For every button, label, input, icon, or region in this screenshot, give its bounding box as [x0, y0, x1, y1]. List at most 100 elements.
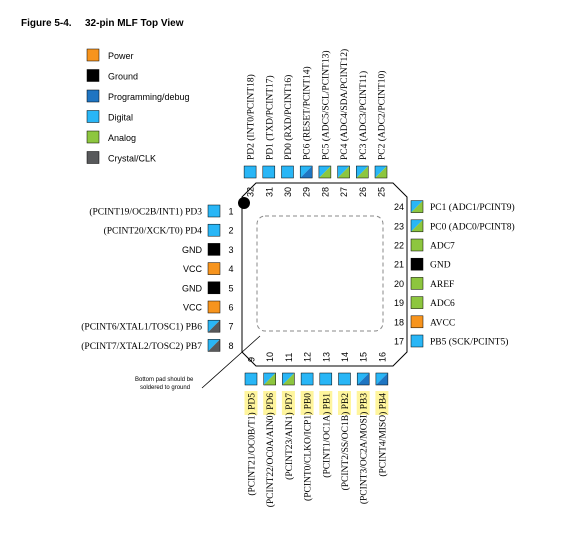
legend-label-ground: Ground	[108, 72, 138, 82]
pin-9: 9 (PCINT21/OC0B/T1) PD5	[244, 357, 258, 496]
pin-20-marker	[410, 277, 424, 290]
note-leader-line	[201, 335, 261, 389]
pin-17-marker	[410, 334, 424, 348]
pin-15: 15 (PCINT3/OC2A/MOSI) PB3	[356, 352, 370, 504]
pin-10: 10 (PCINT22/OC0A/AIN0) PD6	[263, 352, 277, 508]
pin-19-number: 19	[394, 298, 404, 308]
pin-2-marker	[207, 223, 221, 237]
pin-20-label: AREF	[430, 280, 454, 290]
pin-30: PD0 (RXD/PCINT16) 30	[281, 75, 294, 197]
pin-13-marker	[319, 372, 333, 386]
pin-1: (PCINT19/OC2B/INT1) PD3 1	[89, 204, 234, 218]
pin-8: (PCINT7/XTAL2/TOSC2) PB7 8	[81, 339, 234, 352]
pin-5-marker	[207, 281, 221, 295]
pin-29-marker	[299, 165, 313, 179]
pin-1-number: 1	[228, 207, 233, 217]
pin-7-number: 7	[228, 322, 233, 332]
pin-9-marker	[244, 372, 258, 386]
pin-14-number: 14	[340, 352, 350, 362]
pin-24: 24 PC1 (ADC1/PCINT9)	[394, 200, 515, 213]
pin-27: PC4 (ADC4/SDA/PCINT12) 27	[337, 49, 350, 197]
pin-16-highlight	[375, 391, 389, 415]
pin-13-number: 13	[321, 352, 331, 362]
pin-31-label: PD1 (TXD/PCINT17)	[264, 75, 275, 160]
pin-29-label: PC6 (RESET/PCINT14)	[302, 66, 313, 160]
pin-15-highlight	[356, 391, 370, 415]
pin-5-number: 5	[228, 283, 233, 293]
pin-9-highlight	[244, 391, 258, 415]
pin-13-label: (PCINT1/OC1A) PB1	[321, 393, 332, 478]
pin-13: 13 (PCINT1/OC1A) PB1	[319, 352, 333, 478]
figure-number: Figure 5-4.	[21, 18, 72, 29]
pin-6-label: VCC	[183, 303, 203, 313]
pin-4-label: VCC	[183, 264, 203, 274]
pins: (PCINT19/OC2B/INT1) PD3 1 (PCINT20/XCK/T0)…	[81, 49, 514, 507]
legend-swatch-programming	[86, 89, 100, 103]
pin-3-marker	[207, 243, 221, 256]
pin-1-label: (PCINT19/OC2B/INT1) PD3	[89, 207, 202, 218]
pin-4-number: 4	[228, 264, 233, 274]
legend-label-programming: Programming/debug	[108, 92, 190, 102]
pin-32: PD2 (INT0/PCINT18) 32	[243, 74, 257, 197]
pin-15-label: (PCINT3/OC2A/MOSI) PB3	[359, 393, 370, 504]
legend-swatch-digital	[86, 110, 100, 123]
pin1-marker-dot	[238, 197, 250, 209]
pin-16: 16 (PCINT4/MISO) PB4	[375, 352, 389, 477]
pin-16-number: 16	[377, 352, 387, 362]
pin-31-marker	[262, 165, 276, 179]
pin-12-highlight	[300, 391, 314, 415]
pin-7-marker	[207, 319, 221, 333]
pin-10-number: 10	[265, 352, 275, 362]
pin-3: GND 3	[182, 243, 234, 256]
pin-7: (PCINT6/XTAL1/TOSC1) PB6 7	[81, 319, 234, 333]
pin-5: GND 5	[182, 281, 234, 295]
pin-24-marker	[410, 200, 424, 213]
pin-25: PC2 (ADC2/PCINT10) 25	[374, 71, 388, 197]
legend-swatch-power	[86, 48, 100, 62]
pin-18: 18 AVCC	[394, 315, 455, 328]
legend-label-analog: Analog	[108, 133, 136, 143]
pin-11-label: (PCINT23/AIN1) PD7	[284, 393, 295, 480]
pin-12: 12 (PCINT0/CLKO/ICP1) PB0	[300, 352, 314, 501]
pin-1-marker	[207, 204, 221, 218]
pin-30-label: PD0 (RXD/PCINT16)	[283, 75, 294, 160]
pin-30-number: 30	[283, 187, 293, 197]
pin-32-number: 32	[246, 187, 256, 197]
pin-10-label: (PCINT22/OC0A/AIN0) PD6	[265, 393, 276, 508]
pin-23: 23 PC0 (ADC0/PCINT8)	[394, 219, 515, 232]
pin-14: 14 (PCINT2/SS/OC1B) PB2	[338, 352, 351, 490]
pin-2-label: (PCINT20/XCK/T0) PD4	[104, 226, 203, 237]
package-body	[241, 182, 408, 367]
pin-10-marker	[263, 372, 276, 386]
bottom-pad-note-line2: soldered to ground	[140, 385, 190, 391]
legend-swatch-ground	[86, 69, 100, 82]
pin-32-label: PD2 (INT0/PCINT18)	[246, 74, 257, 160]
pin-19: 19 ADC6	[394, 296, 455, 309]
bottom-pad-note-line1: Bottom pad should be	[135, 377, 194, 383]
pin-24-number: 24	[394, 202, 404, 212]
figure-title: 32-pin MLF Top View	[85, 18, 184, 29]
pin-8-marker	[207, 339, 221, 352]
pin-21-marker	[410, 257, 424, 271]
pin-6-marker	[207, 300, 221, 314]
legend-swatch-crystal	[86, 151, 100, 164]
pin-21-label: GND	[430, 261, 451, 271]
pin-22-label: ADC7	[430, 242, 455, 252]
legend-swatch-analog	[86, 130, 100, 144]
pin-11-number: 11	[284, 353, 294, 362]
pin-16-marker	[375, 372, 389, 386]
pin-19-label: ADC6	[430, 299, 455, 309]
pin-6-number: 6	[228, 303, 233, 313]
pin-28-label: PC5 (ADC5/SCL/PCINT13)	[320, 50, 331, 160]
exposed-pad	[256, 215, 384, 332]
pin-28-number: 28	[320, 187, 330, 197]
pin-22-number: 22	[394, 241, 404, 251]
pin-28-marker	[318, 165, 332, 179]
pin-32-marker	[243, 165, 257, 179]
pin-26-number: 26	[358, 187, 368, 197]
pin-22-marker	[410, 238, 424, 252]
pin-8-number: 8	[228, 341, 233, 351]
pin-21-number: 21	[394, 260, 404, 270]
pin-26-label: PC3 (ADC3/PCINT11)	[358, 71, 369, 160]
